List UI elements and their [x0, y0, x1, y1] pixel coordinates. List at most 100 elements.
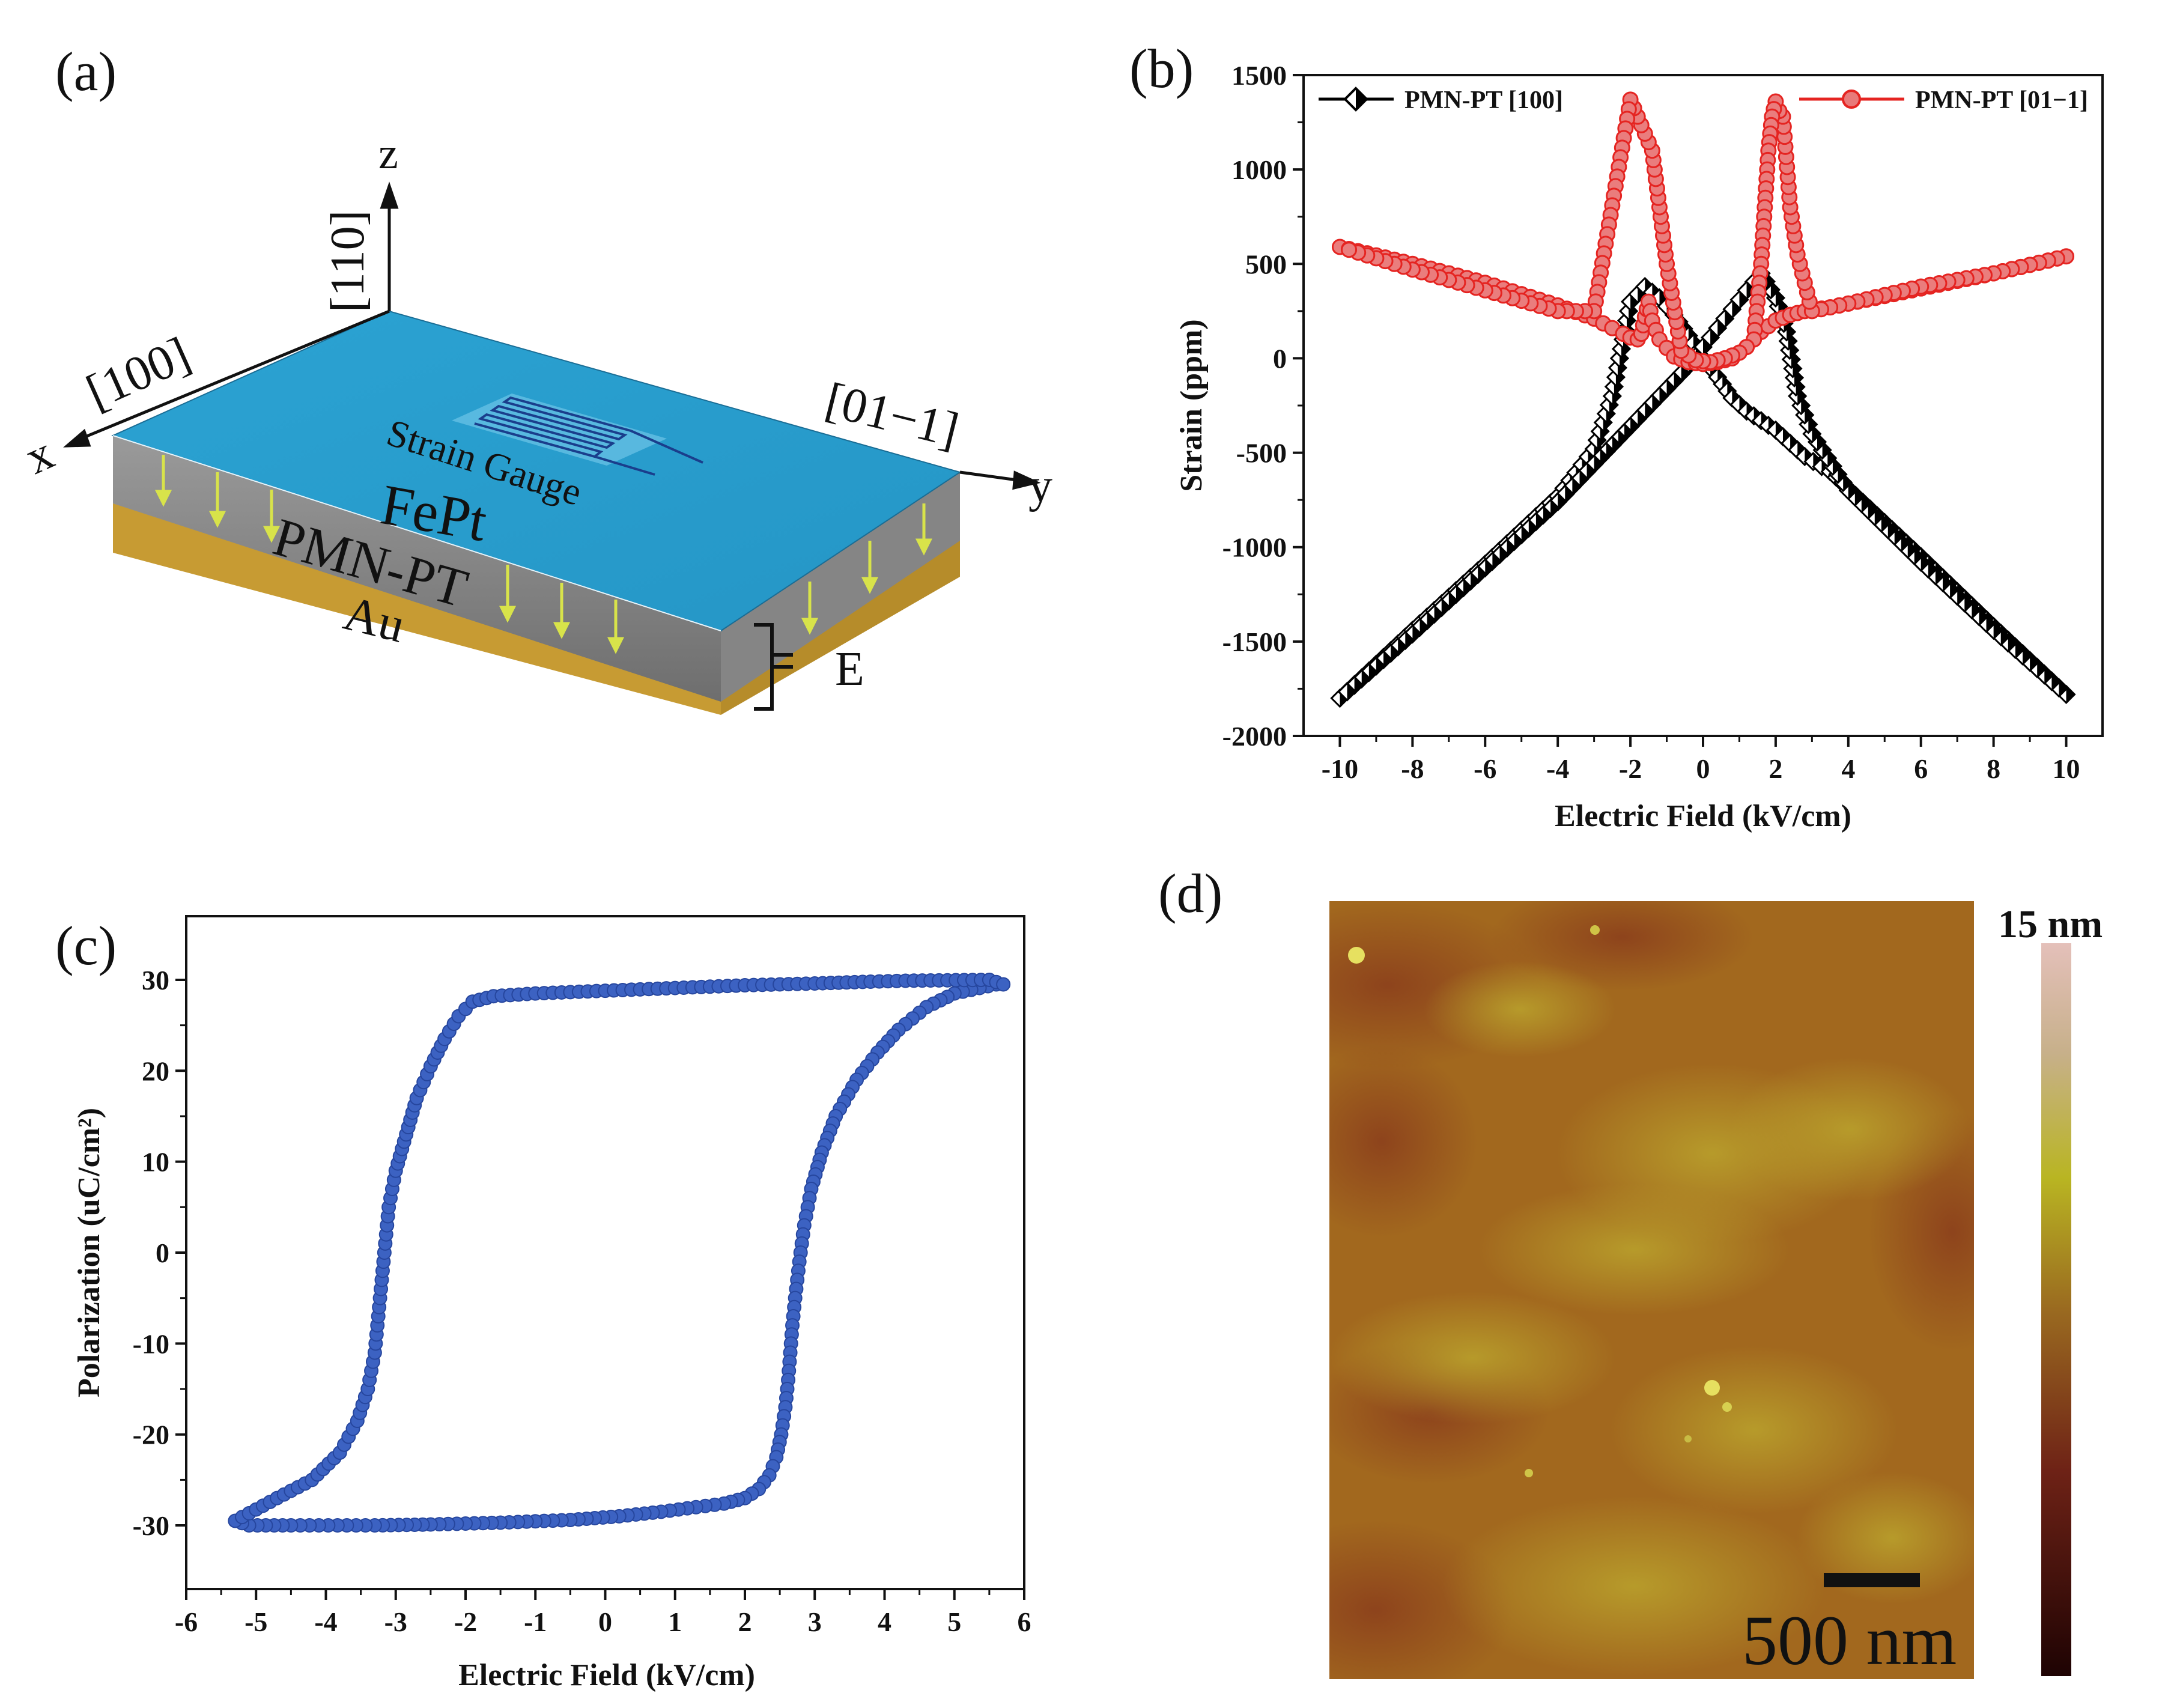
panel-c-ylabel: Polarization (uC/cm²): [72, 1108, 106, 1397]
x-tick-label: 1: [668, 1606, 682, 1637]
data-point-fill: [1894, 527, 1903, 545]
colorbar: [2041, 943, 2071, 1676]
data-point-fill: [1368, 664, 1377, 681]
scale-bar: [1824, 1573, 1920, 1587]
data-point-fill: [1448, 592, 1457, 610]
panel-c-plot: [228, 972, 1011, 1533]
data-point-fill: [1521, 526, 1530, 544]
data-point-fill: [1624, 424, 1633, 442]
data-point-fill: [1770, 281, 1779, 299]
panel-b-frame: [1302, 74, 2104, 737]
x-tick-label: -10: [1322, 753, 1358, 784]
series-line-1: [1339, 94, 2067, 366]
data-point-fill: [1543, 506, 1552, 524]
data-point-fill: [1354, 676, 1363, 694]
data-point-fill: [1812, 425, 1821, 443]
field-label: E: [835, 643, 864, 696]
x-tick-label: -6: [1474, 753, 1496, 784]
data-point-fill: [1456, 586, 1465, 603]
y-tick-label: -2000: [1222, 721, 1287, 752]
legend-item-100: PMN-PT [100]: [1319, 87, 1563, 114]
data-point-fill: [1485, 559, 1494, 577]
x-tick-label: -4: [314, 1606, 337, 1637]
data-point-fill: [1935, 567, 1944, 585]
data-point-fill: [1950, 581, 1959, 598]
data-point-fill: [1766, 273, 1775, 290]
data-point-fill: [1630, 418, 1639, 435]
x-tick-label: 0: [1696, 753, 1710, 784]
data-point-fill: [2023, 647, 2031, 664]
data-point-fill: [1964, 594, 1973, 612]
data-point-fill: [1838, 466, 1847, 483]
data-point-fill: [1827, 449, 1836, 467]
data-point-fill: [1703, 338, 1711, 356]
data-point-fill: [1420, 619, 1429, 636]
data-point-fill: [1666, 380, 1675, 397]
data-point-fill: [1808, 416, 1817, 433]
data-point-fill: [1398, 638, 1407, 655]
data-point-fill: [1659, 387, 1668, 405]
y-tick-label: 30: [142, 965, 169, 995]
panel-d-label: (d): [1158, 863, 1222, 924]
scale-bar-label: 500 nm: [1742, 1601, 1957, 1680]
data-point-fill: [1843, 473, 1852, 491]
y-tick-label: 500: [1245, 249, 1287, 279]
x-tick-label: 8: [1987, 753, 2000, 784]
y-tick-label: 1000: [1231, 154, 1287, 185]
data-point-fill: [1528, 520, 1537, 537]
panel-a-label: (a): [55, 41, 117, 102]
data-point-fill: [1822, 442, 1831, 459]
data-point-fill: [1817, 433, 1826, 451]
y-tick-label: -10: [133, 1328, 169, 1359]
data-point-fill: [1979, 608, 1988, 625]
data-point-fill: [2059, 679, 2068, 697]
data-point-fill: [1434, 606, 1443, 623]
y-tick-label: -1500: [1222, 627, 1287, 657]
y-tick-label: -1000: [1222, 532, 1287, 563]
data-point-fill: [1612, 437, 1621, 454]
x-tick-label: -4: [1546, 753, 1569, 784]
legend-item-011: PMN-PT [01−1]: [1799, 87, 2088, 114]
data-point-fill: [1725, 310, 1734, 327]
data-point-fill: [1901, 534, 1910, 552]
legend-label-100: PMN-PT [100]: [1404, 87, 1563, 114]
data-point-fill: [1874, 508, 1883, 525]
y-tick-label: 1500: [1231, 60, 1287, 91]
data-point-fill: [1565, 485, 1574, 503]
x-tick-label: 6: [1914, 753, 1928, 784]
data-point-fill: [1514, 533, 1523, 550]
pmnpt-front: [113, 436, 721, 702]
colorbar-max-label: 15 nm: [1998, 902, 2103, 946]
panel-c-label: (c): [55, 915, 117, 976]
z-direction-label: [110]: [321, 210, 374, 312]
panel-c: (c) -6 -5 -4 -3 -2 -1 0 1 2 3 4 5 6-30-20-100102030 …: [55, 915, 1031, 1692]
data-point-fill: [1957, 588, 1966, 605]
data-point-fill: [1507, 539, 1516, 557]
data-point-fill: [1463, 579, 1472, 597]
panel-b-label: (b): [1129, 38, 1194, 99]
data-point-fill: [1638, 410, 1647, 427]
data-point-fill: [1674, 372, 1683, 390]
data-point-fill: [1376, 657, 1385, 675]
data-point-fill: [1594, 455, 1603, 473]
x-tick-label: -6: [175, 1606, 198, 1637]
panel-b-xlabel: Electric Field (kV/cm): [1555, 799, 1851, 833]
data-point-fill: [2000, 628, 2009, 645]
y-tick-label: 10: [142, 1147, 169, 1178]
data-point-fill: [1928, 561, 1937, 578]
panel-c-xlabel: Electric Field (kV/cm): [458, 1658, 755, 1692]
data-point-fill: [1441, 599, 1450, 616]
data-point-fill: [1972, 601, 1981, 619]
data-point-fill: [1550, 500, 1559, 517]
x-tick-label: 6: [1018, 1606, 1031, 1637]
x-tick-label: -5: [244, 1606, 267, 1637]
data-point: [1341, 242, 1358, 258]
data-point-fill: [1499, 546, 1508, 564]
au-layer-front: [113, 503, 721, 715]
data-point-fill: [2044, 666, 2053, 684]
y-tick-label: 0: [1273, 343, 1287, 374]
data-point-fill: [1805, 406, 1814, 424]
data-point-fill: [1535, 513, 1544, 530]
data-point-fill: [1861, 495, 1870, 512]
